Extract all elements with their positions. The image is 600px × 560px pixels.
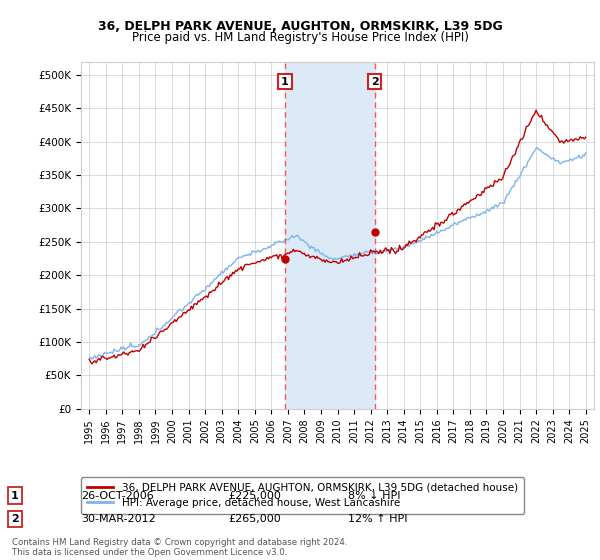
Text: 1: 1	[281, 77, 289, 87]
Text: 12% ↑ HPI: 12% ↑ HPI	[348, 514, 407, 524]
Text: Price paid vs. HM Land Registry's House Price Index (HPI): Price paid vs. HM Land Registry's House …	[131, 31, 469, 44]
Text: 26-OCT-2006: 26-OCT-2006	[81, 491, 154, 501]
Text: £265,000: £265,000	[228, 514, 281, 524]
Text: Contains HM Land Registry data © Crown copyright and database right 2024.
This d: Contains HM Land Registry data © Crown c…	[12, 538, 347, 557]
Text: 1: 1	[11, 491, 19, 501]
Bar	[285, 62, 375, 409]
Text: 2: 2	[371, 77, 379, 87]
Text: 36, DELPH PARK AVENUE, AUGHTON, ORMSKIRK, L39 5DG: 36, DELPH PARK AVENUE, AUGHTON, ORMSKIRK…	[98, 20, 502, 32]
Legend: 36, DELPH PARK AVENUE, AUGHTON, ORMSKIRK, L39 5DG (detached house), HPI: Average: 36, DELPH PARK AVENUE, AUGHTON, ORMSKIRK…	[81, 477, 524, 514]
Text: 8% ↓ HPI: 8% ↓ HPI	[348, 491, 401, 501]
Text: 30-MAR-2012: 30-MAR-2012	[81, 514, 156, 524]
Text: £225,000: £225,000	[228, 491, 281, 501]
Text: 2: 2	[11, 514, 19, 524]
